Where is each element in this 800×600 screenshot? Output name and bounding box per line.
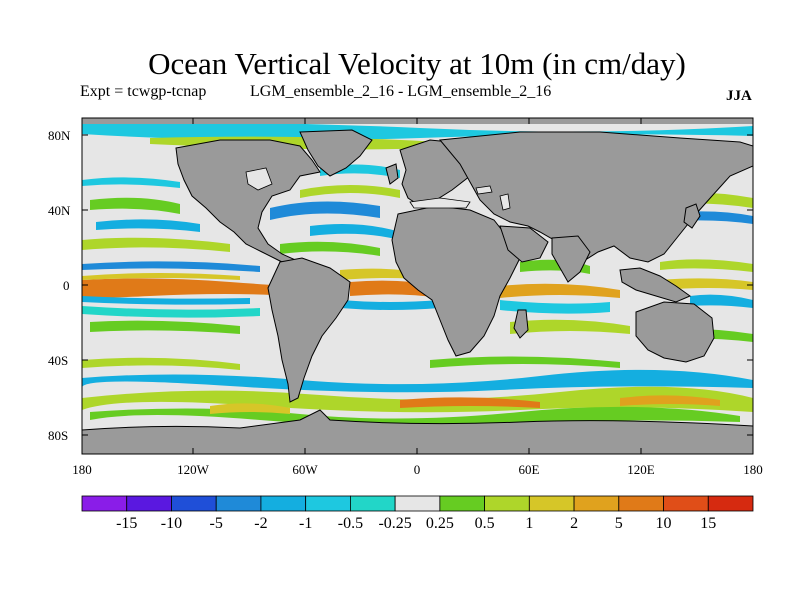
north-america: [175, 139, 321, 271]
colorbar-label-3: -2: [254, 515, 267, 532]
greenland: [299, 129, 373, 177]
latitude-labels: 80N 40N 0 40S 80S: [48, 128, 71, 443]
arabia: [499, 225, 549, 263]
colorbar-label-0: -15: [116, 515, 137, 532]
black-sea: [475, 185, 493, 195]
colorbar-swatch-6: [349, 495, 396, 512]
colorbar-label-6: -0.25: [378, 515, 411, 532]
experiment-label: Expt = tcwgp-tcnap: [80, 83, 207, 100]
season-label: JJA: [726, 88, 752, 104]
colorbar-swatch-7: [394, 495, 441, 512]
ensemble-label: LGM_ensemble_2_16 - LGM_ensemble_2_16: [250, 83, 552, 100]
hudson-bay: [245, 167, 273, 191]
colorbar-label-12: 10: [656, 515, 672, 532]
colorbar-swatch-3: [215, 495, 262, 512]
colorbar-swatch-9: [484, 495, 530, 512]
colorbar-swatch-8: [439, 495, 486, 512]
colorbar-swatch-10: [528, 495, 575, 512]
maritime-continent: [619, 267, 692, 303]
longitude-labels: 180 120W 60W 0 60E 120E 180: [72, 462, 763, 477]
asia: [439, 131, 753, 263]
colorbar-label-5: -0.5: [338, 515, 363, 532]
colorbar-swatch-4: [260, 495, 307, 512]
lat-label-40n: 40N: [48, 203, 71, 218]
map-title: Ocean Vertical Velocity at 10m (in cm/da…: [148, 46, 686, 81]
madagascar: [513, 309, 529, 339]
africa: [391, 205, 521, 357]
colorbar-label-2: -5: [210, 515, 223, 532]
lon-label-120w: 120W: [177, 462, 210, 477]
lon-label-180e: 180: [743, 462, 763, 477]
colorbar-swatch-14: [707, 495, 754, 512]
map-field: [82, 118, 753, 454]
india: [551, 235, 591, 283]
south-america: [267, 257, 351, 403]
colorbar-swatch-13: [663, 495, 709, 512]
lat-label-40s: 40S: [48, 353, 68, 368]
australia: [635, 301, 715, 363]
caspian: [499, 193, 511, 211]
lat-label-80n: 80N: [48, 128, 71, 143]
colorbar-label-4: -1: [299, 515, 312, 532]
colorbar-label-7: 0.25: [426, 515, 454, 532]
mediterranean: [409, 197, 471, 209]
inland-seas: [245, 167, 511, 211]
velocity-patches: [82, 122, 753, 427]
land-masses: [82, 118, 753, 454]
lat-label-0: 0: [63, 278, 70, 293]
colorbar-label-13: 15: [700, 515, 716, 532]
colorbar-label-8: 0.5: [475, 515, 495, 532]
colorbar-swatch-2: [171, 495, 217, 512]
colorbar-swatch-5: [305, 495, 351, 512]
lon-label-60w: 60W: [292, 462, 318, 477]
colorbar-swatch-11: [573, 495, 620, 512]
lon-label-120e: 120E: [627, 462, 655, 477]
colorbar-label-1: -10: [161, 515, 182, 532]
colorbar: [81, 495, 754, 512]
colorbar-swatch-1: [126, 495, 172, 512]
britain: [385, 163, 399, 185]
japan: [683, 203, 701, 229]
axis-ticks: [81, 118, 754, 454]
colorbar-label-10: 2: [570, 515, 578, 532]
lon-label-60e: 60E: [519, 462, 540, 477]
lon-label-0: 0: [414, 462, 421, 477]
colorbar-swatch-0: [81, 495, 128, 512]
antarctica: [82, 409, 753, 454]
colorbar-label-9: 1: [525, 515, 533, 532]
lon-label-180w: 180: [72, 462, 92, 477]
lat-label-80s: 80S: [48, 428, 68, 443]
colorbar-label-11: 5: [615, 515, 623, 532]
colorbar-swatch-12: [618, 495, 664, 512]
colorbar-labels: -15 -10 -5 -2 -1 -0.5 -0.25 0.25 0.5 1 2 5 10 15: [116, 515, 716, 532]
